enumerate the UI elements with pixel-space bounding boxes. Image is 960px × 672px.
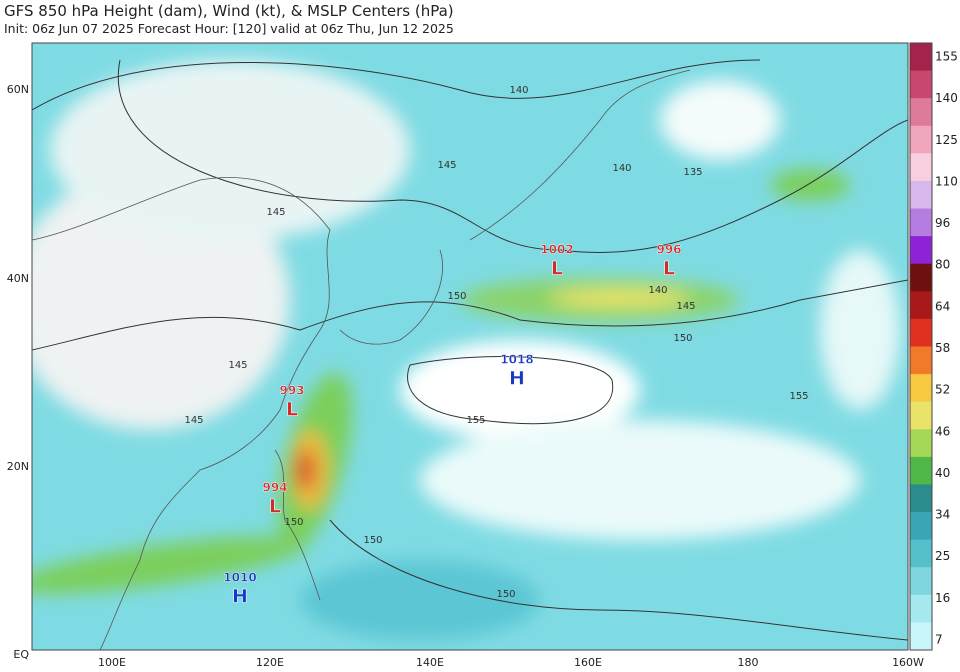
colorbar-label: 16	[935, 591, 950, 605]
contour-label: 145	[184, 415, 203, 426]
contour-label: 150	[284, 517, 303, 528]
colorbar-segment	[910, 236, 932, 265]
coastlines	[32, 69, 691, 650]
contour-label: 155	[789, 391, 808, 402]
lon-label: 180	[738, 656, 759, 669]
center-pressure: 1002	[540, 243, 573, 257]
colorbar-segment	[910, 98, 932, 127]
lat-label: 40N	[7, 272, 29, 285]
contour-label: 140	[509, 85, 528, 96]
colorbar-segment	[910, 456, 932, 485]
center-symbol: H	[509, 368, 525, 390]
contour-label: 135	[683, 167, 702, 178]
colorbar-segment	[910, 484, 932, 513]
colorbar-label: 80	[935, 258, 950, 272]
colorbar-segment	[910, 291, 932, 320]
colorbar-segment	[910, 429, 932, 458]
map-frame	[31, 42, 909, 651]
colorbar-segment	[910, 567, 932, 596]
lon-label: 160E	[574, 656, 602, 669]
center-symbol: L	[663, 258, 675, 280]
contour-label: 155	[466, 415, 485, 426]
center-pressure: 994	[262, 481, 287, 495]
colorbar-segment	[910, 263, 932, 292]
colorbar-segment	[910, 346, 932, 375]
colorbar-segment	[910, 208, 932, 237]
colorbar-segment	[910, 180, 932, 210]
center-pressure: 1018	[500, 353, 533, 367]
lat-label: 20N	[7, 460, 29, 473]
colorbar-segment	[910, 153, 932, 182]
colorbar-segment	[910, 594, 932, 623]
contour-label: 140	[648, 285, 667, 296]
center-symbol: H	[232, 586, 248, 608]
contour-label: 145	[266, 207, 285, 218]
contour-label: 140	[612, 163, 631, 174]
colorbar-label: 125	[935, 133, 958, 147]
lon-label: 140E	[416, 656, 444, 669]
colorbar-frame	[909, 42, 933, 651]
colorbar-segment	[910, 512, 932, 541]
colorbar-label: 34	[935, 508, 950, 522]
contour-label: 150	[496, 589, 515, 600]
contour-label: 145	[228, 360, 247, 371]
center-pressure: 996	[656, 243, 681, 257]
lon-label: 160W	[892, 656, 924, 669]
colorbar-segment	[910, 401, 932, 430]
colorbar-label: 7	[935, 633, 943, 647]
center-pressure: 1010	[223, 571, 256, 585]
contour-label: 150	[363, 535, 382, 546]
colorbar-label: 140	[935, 91, 958, 105]
map-field	[32, 43, 908, 650]
contour-label: 150	[447, 291, 466, 302]
colorbar-label: 155	[935, 50, 958, 64]
colorbar-label: 25	[935, 549, 950, 563]
colorbar-segment	[910, 70, 932, 99]
map-title: GFS 850 hPa Height (dam), Wind (kt), & M…	[4, 2, 454, 20]
contour-label: 145	[676, 301, 695, 312]
colorbar-segment	[910, 43, 932, 72]
colorbar-segment	[910, 622, 932, 651]
lat-label: 60N	[7, 83, 29, 96]
height-contours	[32, 59, 908, 641]
colorbar-segment	[910, 125, 932, 154]
contour-label: 150	[673, 333, 692, 344]
colorbar-label: 52	[935, 383, 950, 397]
lat-label: EQ	[13, 648, 29, 661]
center-symbol: L	[551, 258, 563, 280]
wind-shading	[32, 60, 900, 640]
colorbar-label: 110	[935, 174, 958, 188]
colorbar-label: 58	[935, 341, 950, 355]
colorbar-segment	[910, 318, 932, 347]
map-subtitle: Init: 06z Jun 07 2025 Forecast Hour: [12…	[4, 21, 454, 36]
center-symbol: L	[286, 399, 298, 421]
header: GFS 850 hPa Height (dam), Wind (kt), & M…	[4, 2, 454, 36]
colorbar-label: 40	[935, 466, 950, 480]
colorbar-segment	[910, 374, 932, 403]
lon-label: 120E	[256, 656, 284, 669]
contour-label: 145	[437, 160, 456, 171]
colorbar-label: 64	[935, 299, 950, 313]
lon-label: 100E	[98, 656, 126, 669]
center-pressure: 993	[279, 384, 304, 398]
colorbar-segment	[910, 539, 932, 568]
center-symbol: L	[269, 496, 281, 518]
colorbar-label: 46	[935, 424, 950, 438]
colorbar-label: 96	[935, 216, 950, 230]
